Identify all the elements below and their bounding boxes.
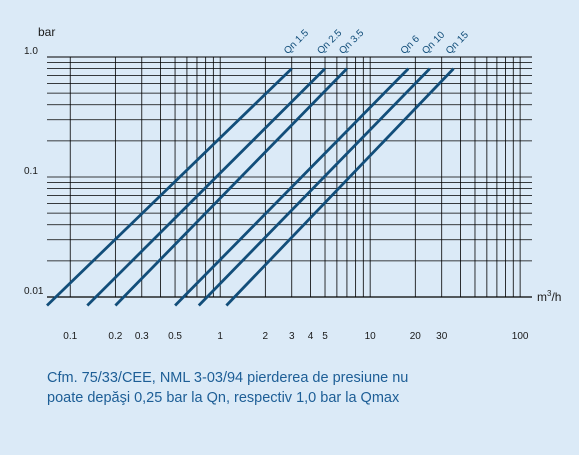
grid [47, 56, 532, 298]
series-label: Qn 6 [399, 33, 422, 56]
caption-line-1: Cfm. 75/33/CEE, NML 3-03/94 pierderea de… [47, 370, 409, 386]
series-label: Qn 3.5 [337, 27, 366, 56]
series-line [86, 67, 326, 307]
x-tick-label: 2 [263, 331, 269, 342]
y-axis-label: bar [38, 25, 55, 39]
x-tick-label: 0.1 [63, 331, 77, 342]
series-line [174, 67, 410, 307]
series-line [46, 67, 293, 307]
series-line [114, 67, 348, 307]
x-tick-label: 3 [289, 331, 295, 342]
series-label: Qn 1.5 [282, 27, 311, 56]
y-tick-label: 0.1 [24, 166, 38, 177]
caption-line-2: poate depăşi 0,25 bar la Qn, respectiv 1… [47, 390, 400, 406]
x-tick-label: 30 [436, 331, 448, 342]
x-axis-label-tail: /h [551, 290, 561, 304]
x-tick-label: 0.2 [108, 331, 122, 342]
series-line [225, 67, 455, 307]
x-tick-label: 5 [322, 331, 328, 342]
x-tick-label: 4 [308, 331, 314, 342]
x-axis-label: m3/h [537, 289, 561, 304]
x-axis-label-sup: 3 [547, 289, 552, 298]
x-axis-label-base: m [537, 290, 547, 304]
x-tick-label: 10 [365, 331, 377, 342]
series-label: Qn 15 [444, 29, 471, 56]
x-tick-label: 0.3 [135, 331, 149, 342]
x-tick-label: 1 [217, 331, 223, 342]
caption: Cfm. 75/33/CEE, NML 3-03/94 pierderea de… [47, 368, 507, 408]
x-tick-label: 0.5 [168, 331, 182, 342]
y-tick-label: 0.01 [24, 286, 44, 297]
x-tick-label: 100 [512, 331, 529, 342]
series-label: Qn 10 [420, 29, 447, 56]
x-tick-label: 20 [410, 331, 422, 342]
series-line [197, 67, 431, 307]
y-tick-label: 1.0 [24, 46, 38, 57]
